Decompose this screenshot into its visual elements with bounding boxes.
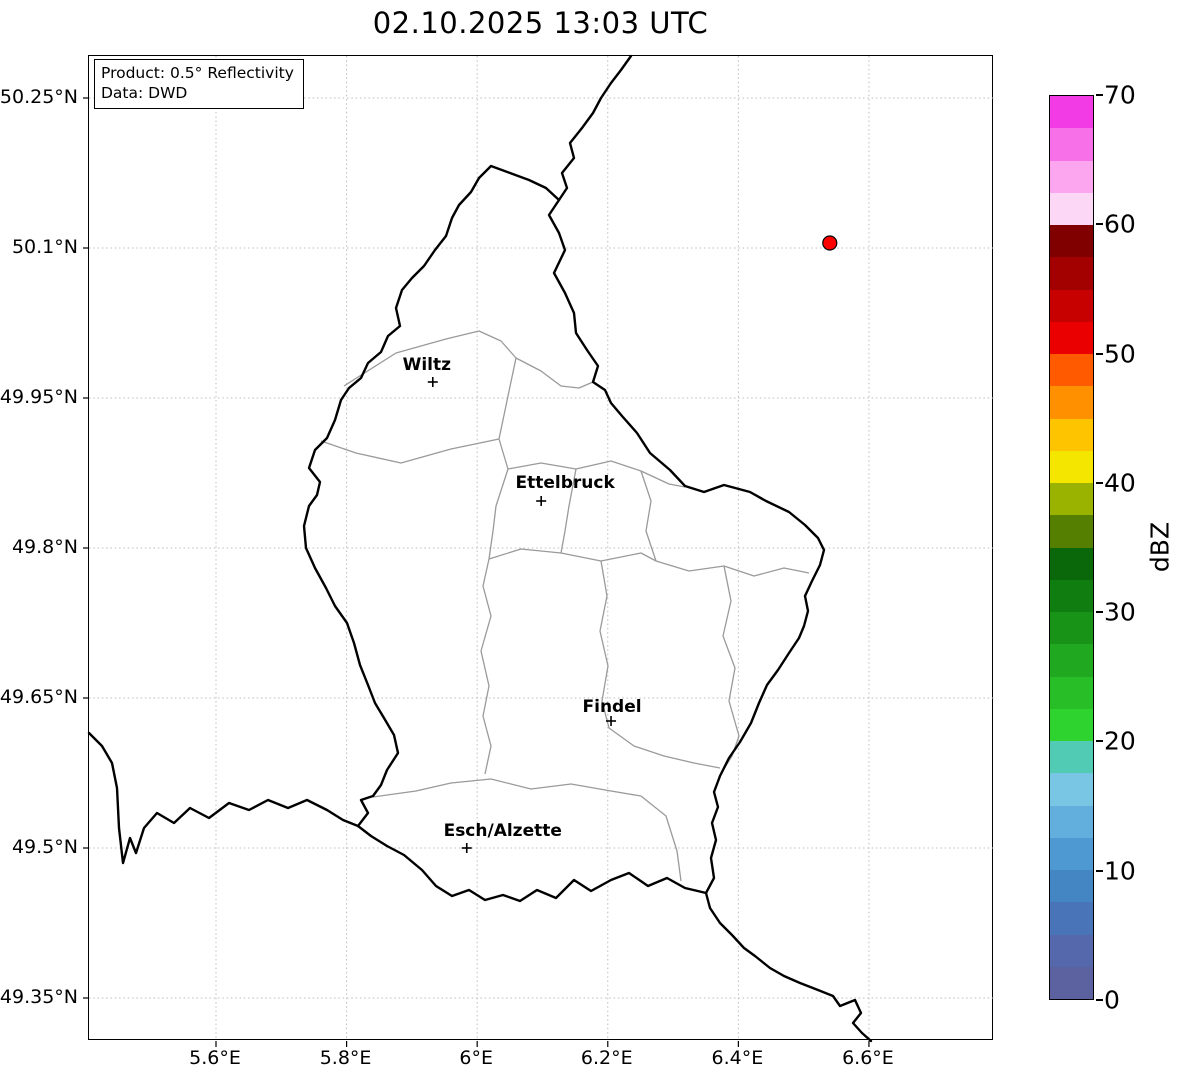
canton-border <box>640 470 657 562</box>
colorbar-segment <box>1050 902 1093 935</box>
colorbar-tick-label: 50 <box>1104 339 1136 369</box>
colorbar-segment <box>1050 676 1093 709</box>
colorbar-tick-label: 60 <box>1104 209 1136 239</box>
product-info-box: Product: 0.5° Reflectivity Data: DWD <box>94 59 304 109</box>
colorbar-segment <box>1050 870 1093 903</box>
y-tick-label: 50.1°N <box>11 236 78 258</box>
canton-border <box>507 460 686 488</box>
colorbar-tick-label: 40 <box>1104 468 1136 498</box>
grid-layer <box>89 56 994 1041</box>
colorbar-tickmark <box>1096 94 1103 96</box>
colorbar-segment <box>1050 741 1093 774</box>
colorbar-segment <box>1050 160 1093 193</box>
colorbar-tickmark <box>1096 481 1103 484</box>
belgium-germany-border <box>557 54 633 202</box>
city-label: Esch/Alzette <box>444 821 562 841</box>
city-label: Wiltz <box>403 355 452 375</box>
canton-border <box>343 330 594 389</box>
y-tick-label: 49.35°N <box>0 986 78 1008</box>
country-border-layer <box>87 54 873 1043</box>
colorbar-tickmark <box>1096 352 1103 355</box>
canton-border <box>599 560 721 769</box>
france-germany-border <box>704 891 873 1043</box>
canton-border <box>719 565 740 776</box>
x-tick-label: 5.8°E <box>319 1047 372 1069</box>
colorbar-tick-label: 10 <box>1104 856 1136 886</box>
canton-border <box>560 468 577 554</box>
axis-tick-layer <box>83 97 870 1047</box>
city-layer: Wiltz Ettelbruck Findel Esch/Alzette <box>403 235 838 853</box>
colorbar-tickmark <box>1096 869 1103 872</box>
colorbar-segment <box>1050 612 1093 645</box>
colorbar-segment <box>1050 192 1093 225</box>
colorbar-tick-label: 0 <box>1104 985 1120 1015</box>
canton-border <box>372 778 682 882</box>
x-tick-label: 6.4°E <box>711 1047 764 1069</box>
colorbar-segment <box>1050 547 1093 580</box>
city-label: Findel <box>583 697 642 717</box>
colorbar-segment <box>1050 805 1093 838</box>
canton-border <box>480 558 492 775</box>
colorbar-segment <box>1050 966 1093 999</box>
colorbar-segment <box>1050 96 1093 129</box>
district-border-layer <box>320 330 810 882</box>
figure-title: 02.10.2025 13:03 UTC <box>372 6 709 40</box>
colorbar-segment <box>1050 386 1093 419</box>
x-tick-label: 5.6°E <box>189 1047 241 1069</box>
radar-location-dot <box>822 235 838 251</box>
y-tick-label: 49.5°N <box>11 836 78 858</box>
colorbar-segment <box>1050 934 1093 967</box>
colorbar-segment <box>1050 321 1093 354</box>
luxembourg-border <box>302 164 826 903</box>
x-tick-label: 6.2°E <box>580 1047 633 1069</box>
colorbar-segment <box>1050 450 1093 483</box>
canton-border <box>320 438 500 464</box>
colorbar-tickmark <box>1096 740 1103 743</box>
map-canvas: Wiltz Ettelbruck Findel Esch/Alzette <box>83 54 994 1047</box>
colorbar-segment <box>1050 354 1093 387</box>
colorbar-segment <box>1050 128 1093 161</box>
product-line: Product: 0.5° Reflectivity <box>101 64 294 82</box>
colorbar-tick-label: 30 <box>1104 597 1136 627</box>
city-label: Ettelbruck <box>516 473 616 493</box>
colorbar-tickmark <box>1096 999 1103 1001</box>
canton-border <box>488 548 657 562</box>
y-tick-label: 49.95°N <box>0 386 78 408</box>
y-tick-label: 50.25°N <box>0 86 78 108</box>
x-tick-label: 6°E <box>459 1047 493 1069</box>
colorbar-tickmark <box>1096 223 1103 226</box>
colorbar-segments <box>1050 96 1093 999</box>
map-axes: Wiltz Ettelbruck Findel Esch/Alzette Produc… <box>83 54 994 1047</box>
colorbar-segment <box>1050 579 1093 612</box>
y-tick-label: 49.65°N <box>0 686 78 708</box>
colorbar-tick-label: 70 <box>1104 80 1136 110</box>
x-tick-label: 6.6°E <box>842 1047 894 1069</box>
y-tick-label: 49.8°N <box>11 536 78 558</box>
canton-border <box>655 560 810 577</box>
colorbar-segment <box>1050 515 1093 548</box>
colorbar-segment <box>1050 483 1093 516</box>
colorbar-segment <box>1050 773 1093 806</box>
colorbar-tick-label: 20 <box>1104 726 1136 756</box>
colorbar-segment <box>1050 257 1093 290</box>
colorbar-segment <box>1050 837 1093 870</box>
colorbar-tickmark <box>1096 611 1103 614</box>
colorbar-segment <box>1050 289 1093 322</box>
colorbar <box>1049 95 1094 1000</box>
canton-border <box>488 357 517 560</box>
colorbar-segment <box>1050 225 1093 258</box>
colorbar-segment <box>1050 644 1093 677</box>
colorbar-segment <box>1050 708 1093 741</box>
data-source-line: Data: DWD <box>101 84 188 103</box>
france-belgium-border <box>87 731 360 865</box>
colorbar-segment <box>1050 418 1093 451</box>
colorbar-unit-label: dBZ <box>1145 521 1175 573</box>
